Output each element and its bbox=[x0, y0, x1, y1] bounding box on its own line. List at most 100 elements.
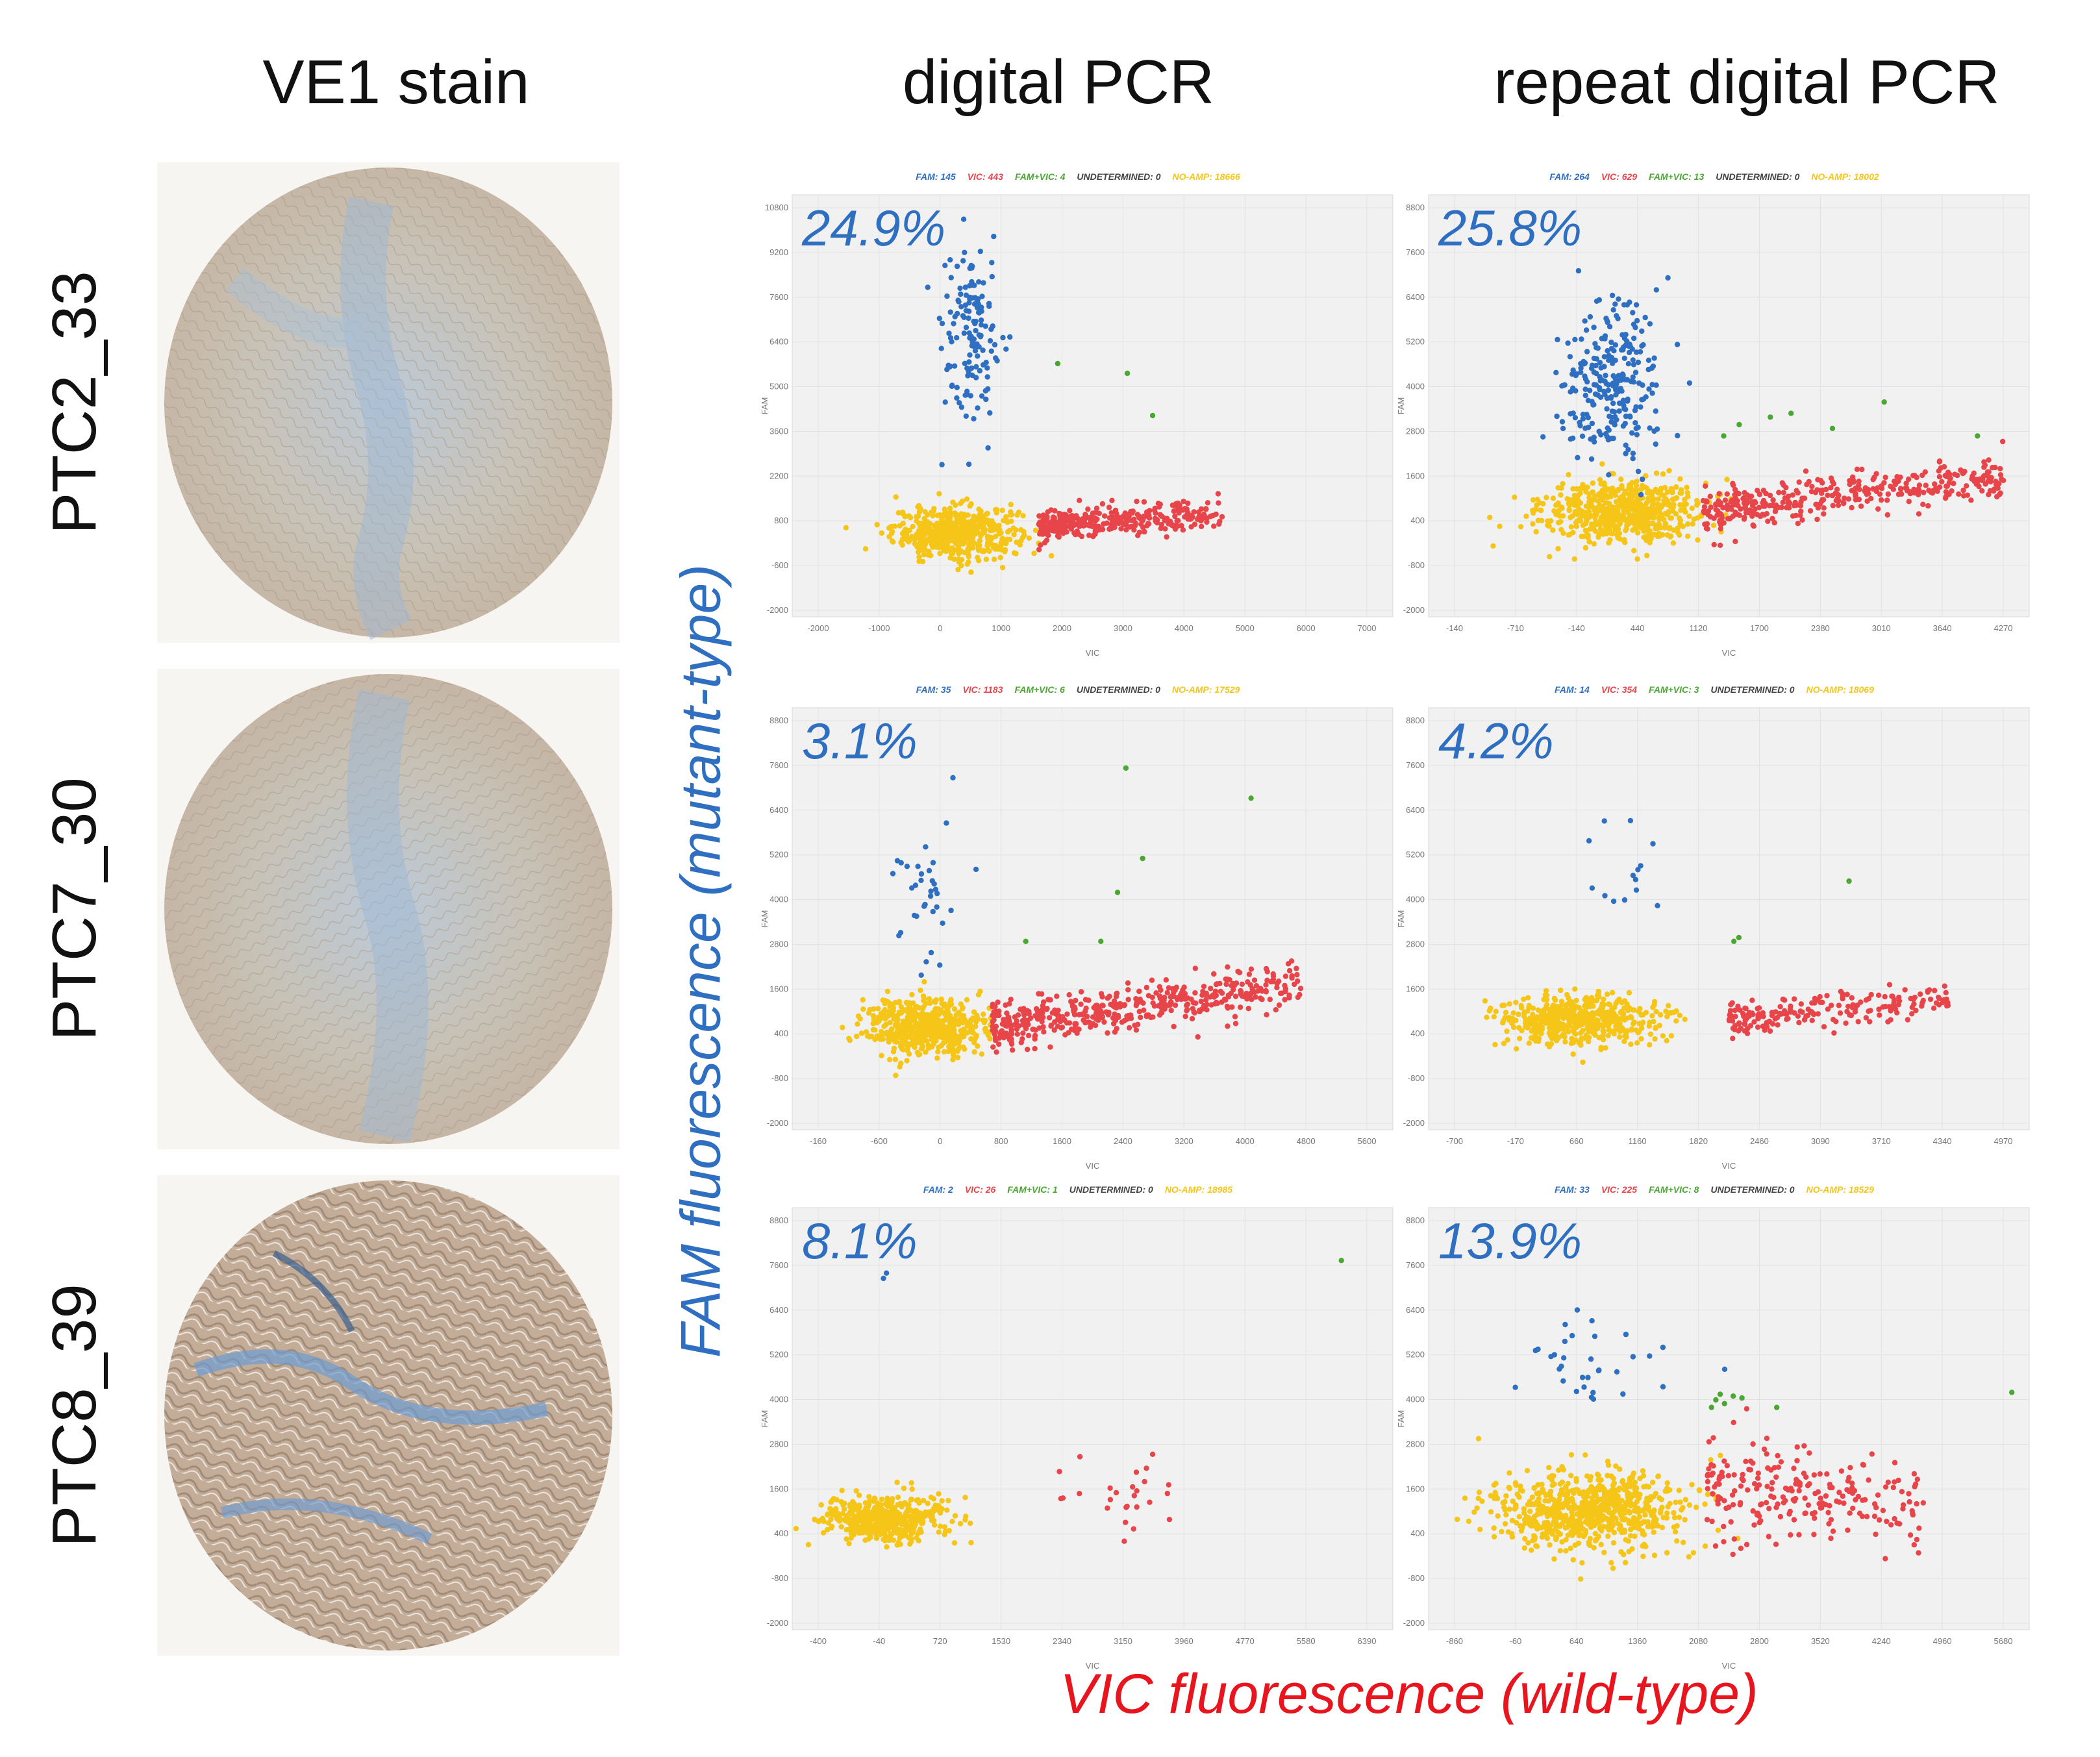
vic-point bbox=[1992, 464, 1998, 471]
noamp-point bbox=[1549, 1004, 1556, 1010]
noamp-point bbox=[910, 523, 916, 530]
noamp-point bbox=[1621, 998, 1628, 1004]
y-tick-label: 6400 bbox=[769, 805, 788, 815]
vic-point bbox=[1847, 481, 1853, 488]
fam-point bbox=[1605, 348, 1610, 354]
fam-point bbox=[1602, 392, 1608, 397]
noamp-point bbox=[1628, 486, 1634, 493]
vic-point bbox=[1979, 488, 1985, 494]
noamp-point bbox=[1662, 521, 1669, 527]
column-heading-digital-pcr: digital PCR bbox=[902, 47, 1215, 117]
vic-point bbox=[1189, 1016, 1195, 1022]
noamp-point bbox=[1632, 486, 1639, 493]
fam-point bbox=[1608, 340, 1614, 345]
fam-point bbox=[979, 293, 985, 299]
noamp-point bbox=[888, 1530, 894, 1537]
x-tick-label: 6000 bbox=[1297, 623, 1316, 633]
fam-point bbox=[1608, 395, 1614, 401]
noamp-point bbox=[1598, 481, 1604, 487]
fam-point bbox=[881, 1275, 886, 1282]
vic-point bbox=[1056, 534, 1062, 540]
fam-point bbox=[1610, 307, 1616, 313]
vic-point bbox=[1044, 537, 1050, 543]
vic-point bbox=[1149, 994, 1155, 1001]
vic-point bbox=[1044, 1006, 1050, 1012]
noamp-point bbox=[999, 564, 1006, 571]
y-tick-label: 6400 bbox=[1406, 292, 1425, 302]
x-tick-label: 4270 bbox=[1994, 623, 2013, 633]
noamp-point bbox=[1618, 477, 1624, 482]
x-axis-label: VIC bbox=[1722, 1161, 1736, 1171]
noamp-point bbox=[1628, 1041, 1634, 1047]
vic-point bbox=[1121, 1538, 1127, 1544]
fam-point bbox=[1587, 388, 1593, 393]
noamp-point bbox=[873, 1535, 880, 1541]
vic-point bbox=[1192, 1010, 1197, 1016]
vic-point bbox=[1986, 469, 1992, 475]
noamp-point bbox=[1604, 506, 1610, 512]
fam-point bbox=[1605, 319, 1610, 325]
fam-point bbox=[1640, 476, 1645, 482]
fam-point bbox=[1591, 434, 1597, 440]
noamp-point bbox=[1600, 1036, 1606, 1043]
noamp-point bbox=[1684, 490, 1690, 496]
noamp-point bbox=[1547, 1021, 1553, 1027]
noamp-point bbox=[1649, 1013, 1655, 1019]
x-tick-label: 720 bbox=[933, 1636, 947, 1646]
y-tick-label: -2000 bbox=[767, 1618, 788, 1628]
noamp-point bbox=[999, 536, 1005, 542]
noamp-point bbox=[971, 540, 977, 546]
noamp-point bbox=[936, 1491, 942, 1497]
noamp-point bbox=[1577, 490, 1583, 497]
fam-point bbox=[963, 292, 969, 298]
fam-point bbox=[1632, 420, 1638, 426]
vic-point bbox=[1732, 1023, 1738, 1028]
noamp-point bbox=[988, 541, 995, 547]
noamp-point bbox=[1607, 537, 1613, 543]
noamp-point bbox=[889, 1033, 895, 1039]
fam-point bbox=[1575, 455, 1581, 460]
fam-point bbox=[1653, 287, 1659, 293]
plot-area bbox=[792, 707, 1394, 1130]
vic-point bbox=[1944, 473, 1950, 480]
x-tick-label: 3090 bbox=[1811, 1136, 1830, 1146]
vic-point bbox=[1897, 486, 1904, 492]
vic-point bbox=[1825, 492, 1831, 499]
fam-point bbox=[1604, 434, 1610, 440]
noamp-point bbox=[1620, 1012, 1626, 1018]
noamp-point bbox=[949, 551, 956, 556]
vic-point bbox=[1166, 1482, 1171, 1488]
vic-point bbox=[1785, 500, 1791, 506]
vic-point bbox=[1701, 508, 1708, 514]
famvic-point bbox=[1098, 938, 1104, 944]
fam-point bbox=[1592, 341, 1598, 347]
fam-point bbox=[931, 881, 937, 887]
y-tick-label: -2000 bbox=[1403, 605, 1425, 615]
fam-point bbox=[1623, 451, 1629, 456]
vic-point bbox=[1780, 1011, 1786, 1017]
noamp-point bbox=[881, 1013, 886, 1019]
noamp-point bbox=[981, 524, 986, 530]
x-tick-label: -40 bbox=[873, 1636, 885, 1646]
x-tick-label: 3150 bbox=[1114, 1636, 1132, 1646]
vic-point bbox=[1720, 505, 1726, 511]
noamp-point bbox=[1605, 1023, 1611, 1029]
noamp-point bbox=[1021, 532, 1027, 538]
fam-point bbox=[1635, 867, 1641, 873]
noamp-point bbox=[899, 509, 906, 516]
vic-point bbox=[1845, 496, 1851, 502]
scatter-plot-ptc2-33-repeat-digital-pcr: FAM: 264 VIC: 629 FAM+VIC: 13 UNDETERMINED:… bbox=[1390, 162, 2039, 675]
vic-point bbox=[1825, 1006, 1831, 1012]
fam-point bbox=[1586, 425, 1592, 430]
noamp-point bbox=[884, 1544, 890, 1550]
noamp-point bbox=[1586, 1039, 1592, 1045]
noamp-point bbox=[953, 547, 960, 553]
fam-point bbox=[1570, 435, 1576, 442]
noamp-point bbox=[840, 1025, 845, 1030]
vic-point bbox=[1125, 997, 1131, 1003]
vic-point bbox=[1749, 997, 1755, 1003]
noamp-point bbox=[910, 1513, 916, 1519]
noamp-point bbox=[1541, 997, 1547, 1003]
noamp-point bbox=[932, 1010, 938, 1016]
noamp-point bbox=[939, 1498, 945, 1504]
